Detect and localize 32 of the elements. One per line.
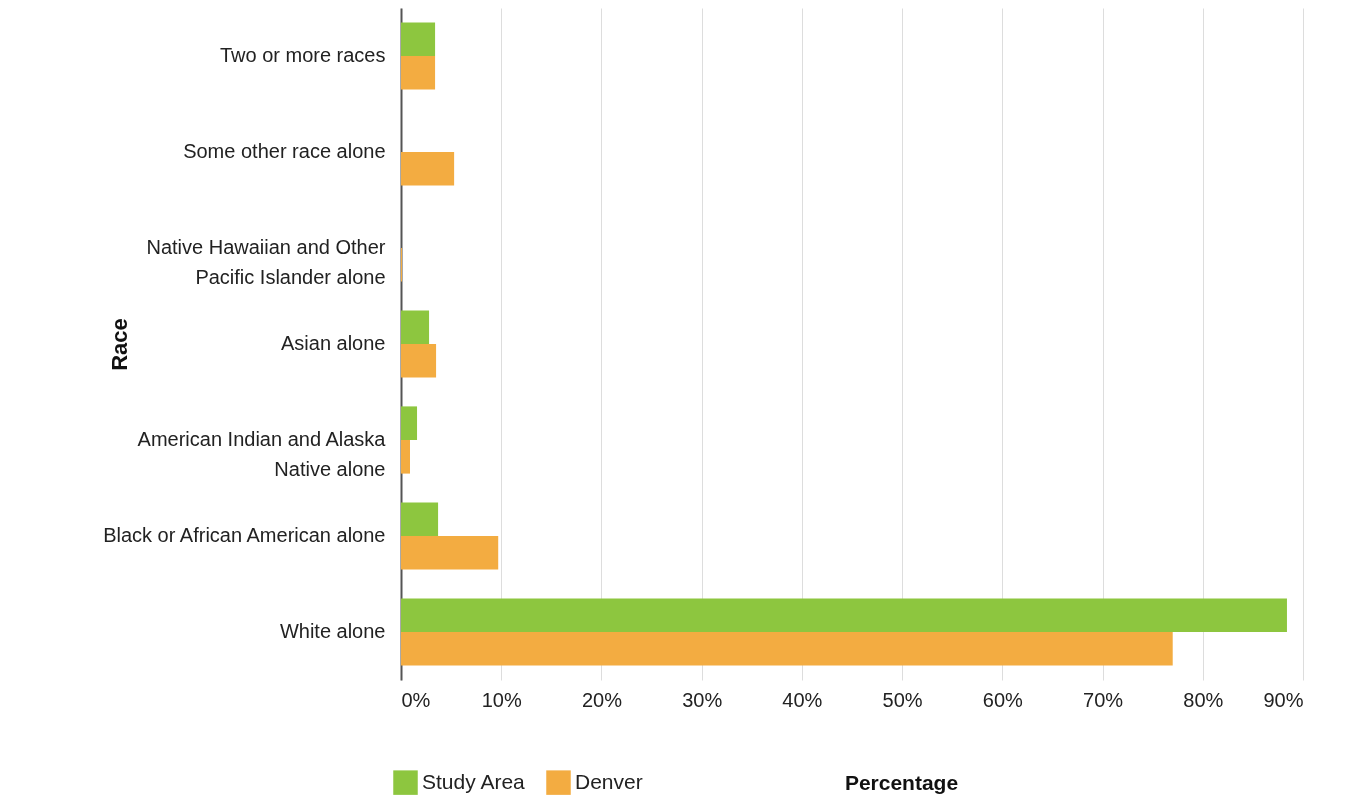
legend-label: Denver xyxy=(575,769,643,793)
bar xyxy=(401,536,499,570)
x-tick-label: 50% xyxy=(882,688,923,711)
bar xyxy=(401,310,430,344)
bar xyxy=(401,502,439,536)
bar xyxy=(401,22,436,56)
y-tick-label: Two or more races xyxy=(219,44,386,66)
y-tick-label: Asian alone xyxy=(280,332,386,354)
x-tick-label: 30% xyxy=(682,688,723,711)
y-tick-label: Native Hawaiian and Other Pacific Islander alone xyxy=(146,236,386,288)
x-tick-label: 80% xyxy=(1183,688,1224,711)
x-axis-title: Percentage xyxy=(844,770,959,794)
y-tick-label: American Indian and Alaska Native alone xyxy=(137,428,387,480)
y-axis-title: Race xyxy=(106,318,132,371)
legend-label: Study Area xyxy=(422,769,526,793)
bar xyxy=(401,344,437,378)
x-tick-label: 40% xyxy=(782,688,823,711)
bar xyxy=(401,152,455,186)
x-tick-label: 90% xyxy=(1263,688,1304,711)
x-tick-label: 60% xyxy=(982,688,1024,711)
y-tick-label: White alone xyxy=(279,620,386,642)
y-tick-label: Some other race alone xyxy=(183,140,386,162)
bar xyxy=(401,406,418,440)
bar xyxy=(401,56,436,90)
x-tick-label: 0% xyxy=(401,688,431,711)
y-tick-label: Black or African American alone xyxy=(103,524,386,546)
bar xyxy=(401,440,411,474)
x-tick-label: 20% xyxy=(581,688,623,711)
x-tick-label: 10% xyxy=(481,688,522,711)
bar xyxy=(401,598,1287,632)
bar xyxy=(401,632,1173,666)
x-tick-label: 70% xyxy=(1083,688,1124,711)
